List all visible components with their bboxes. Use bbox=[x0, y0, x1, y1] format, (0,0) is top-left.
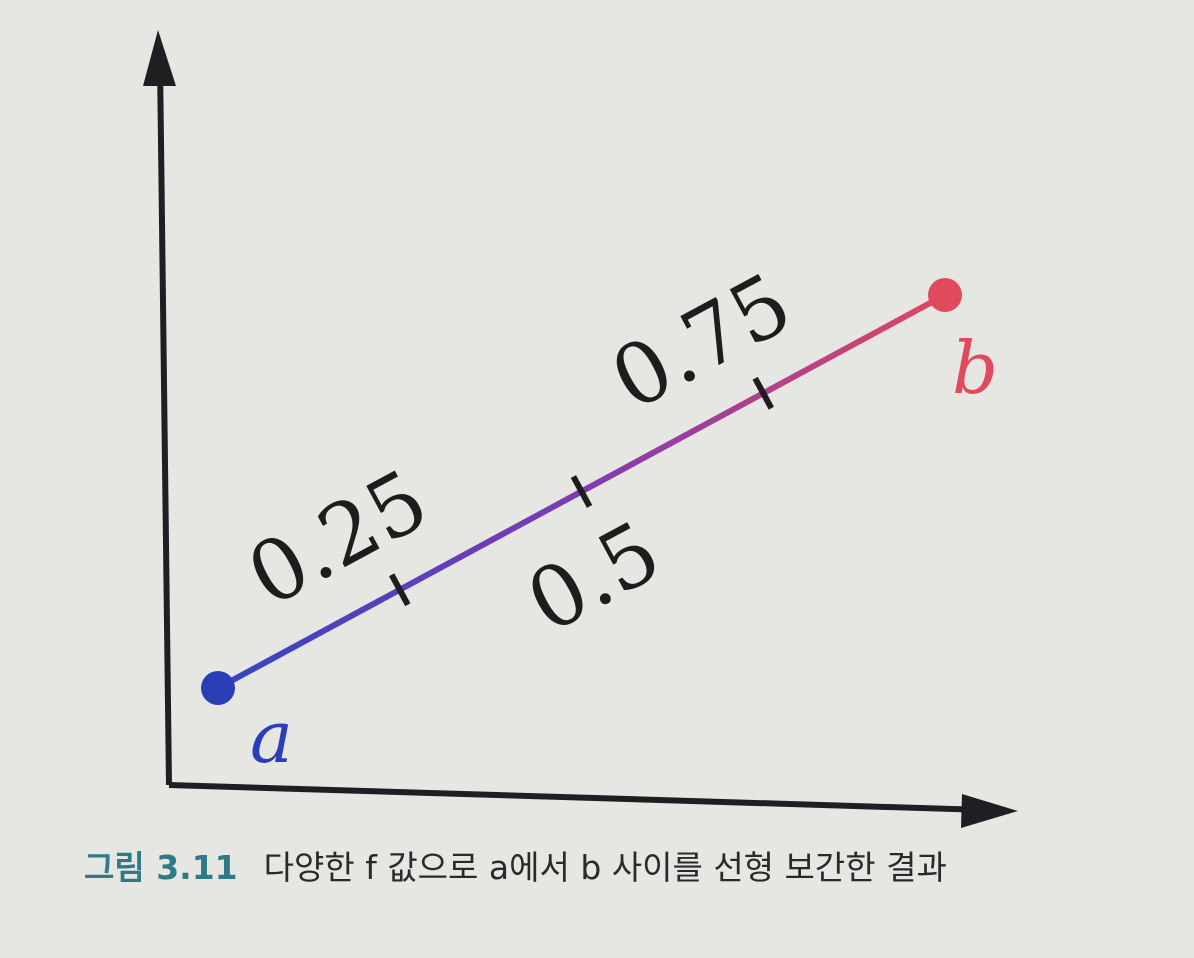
figure-caption: 그림 3.11 다양한 f 값으로 a에서 b 사이를 선형 보간한 결과 bbox=[84, 848, 947, 888]
point-b bbox=[928, 278, 962, 312]
tick-mark-0 bbox=[389, 573, 411, 607]
tick-label-1: 0.5 bbox=[512, 502, 676, 652]
tick-mark-2 bbox=[752, 376, 774, 410]
tick-label-2: 0.75 bbox=[596, 254, 807, 429]
point-b-label: b bbox=[952, 326, 998, 410]
x-axis-arrowhead bbox=[961, 794, 1018, 828]
x-axis bbox=[168, 782, 986, 813]
y-axis-arrowhead bbox=[143, 30, 176, 86]
y-axis bbox=[157, 61, 172, 786]
point-a-label: a bbox=[250, 695, 293, 779]
tick-mark-1 bbox=[570, 475, 593, 508]
figure-number: 그림 3.11 bbox=[84, 848, 238, 887]
tick-label-0: 0.25 bbox=[232, 450, 443, 625]
caption-text: 다양한 f 값으로 a에서 b 사이를 선형 보간한 결과 bbox=[263, 848, 947, 887]
tick-marks: 0.25 0.5 0.75 bbox=[232, 254, 807, 652]
point-a bbox=[201, 671, 235, 705]
